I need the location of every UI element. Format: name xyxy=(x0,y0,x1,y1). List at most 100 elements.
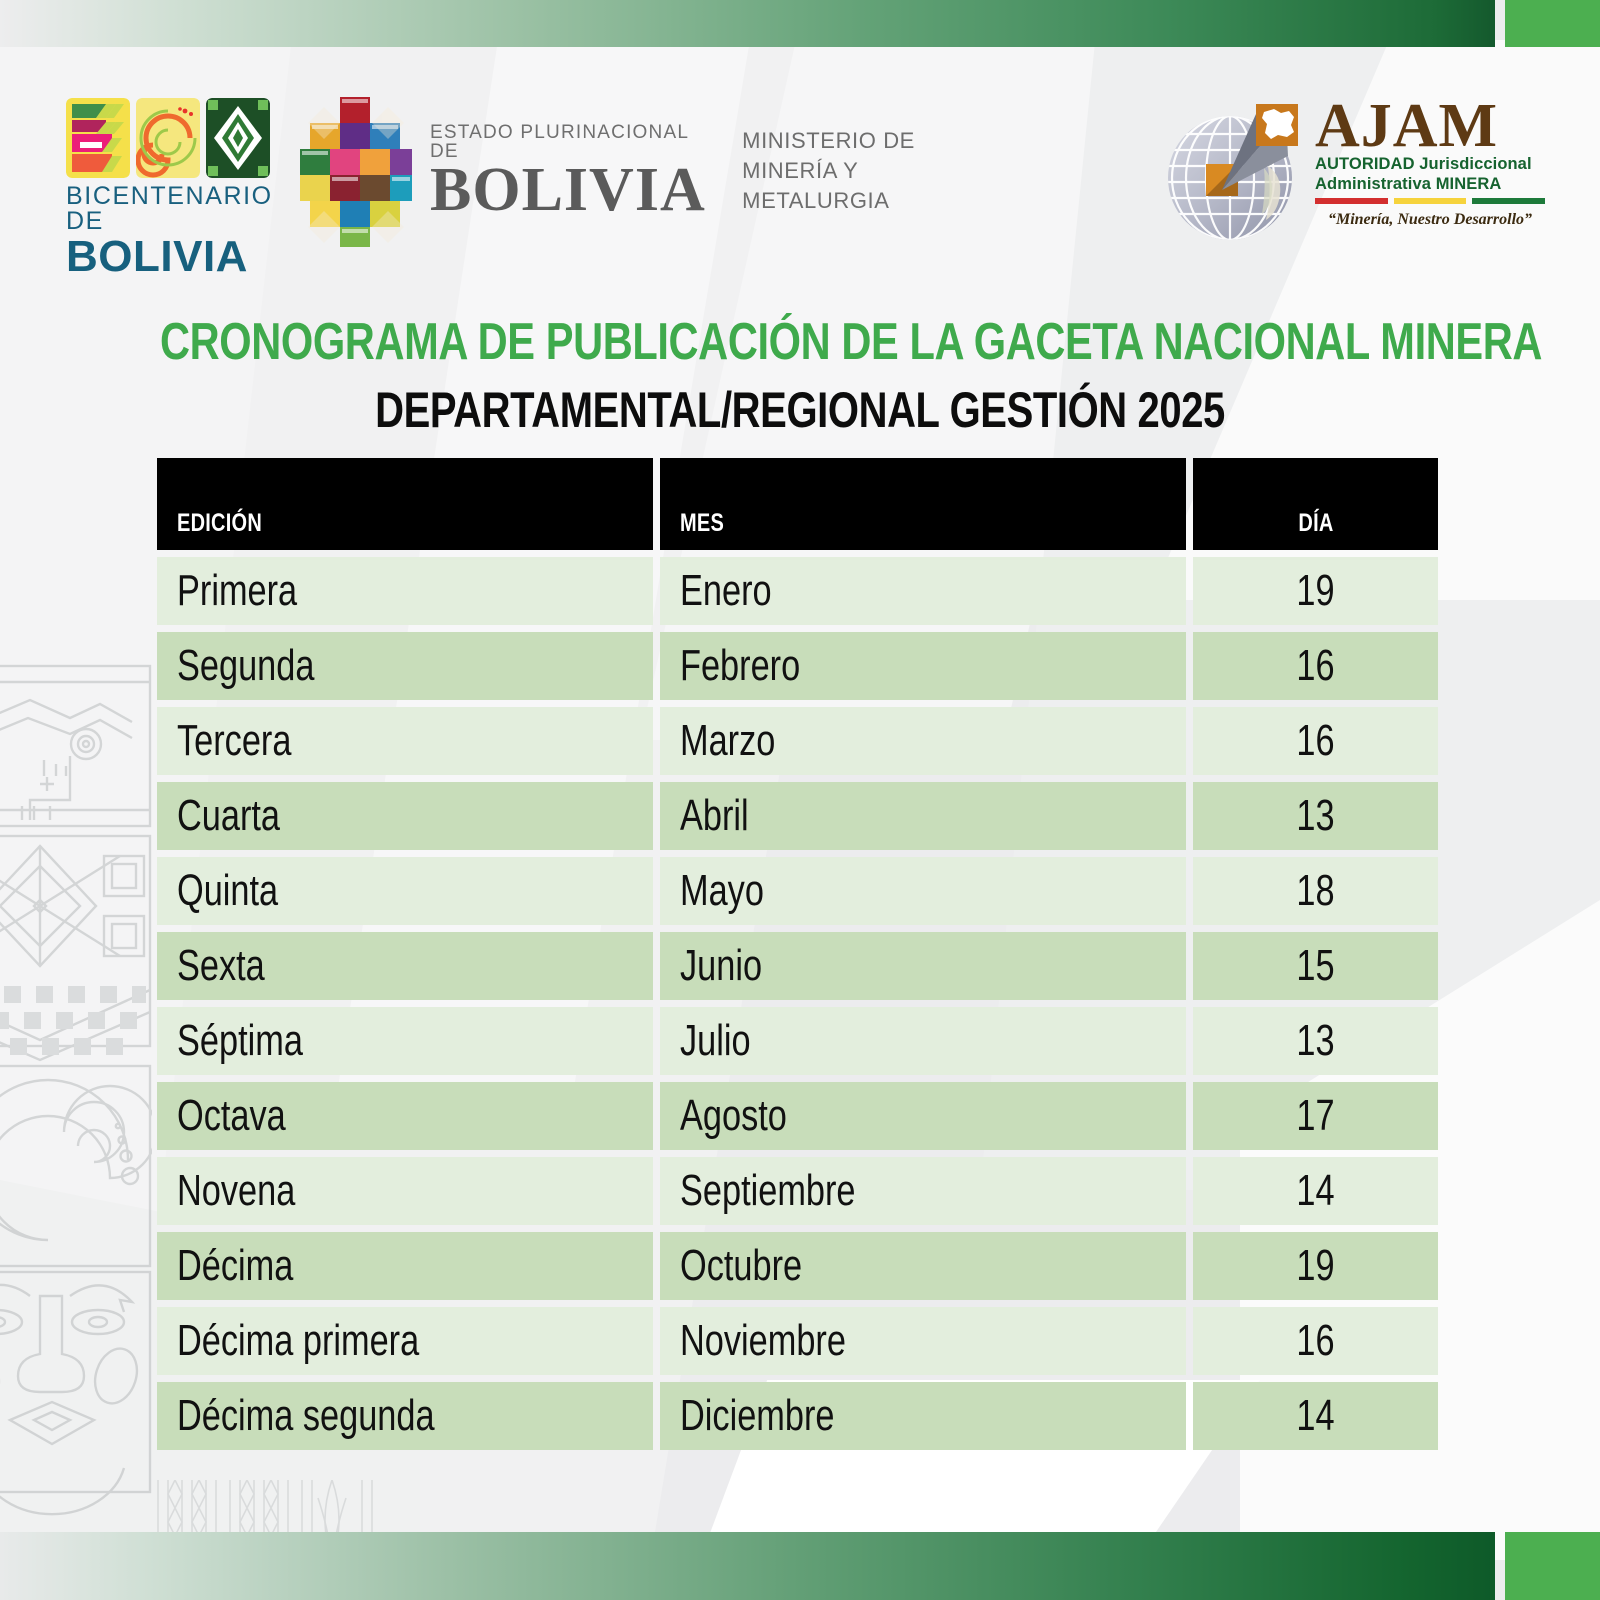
cell-dia-text: 16 xyxy=(1296,1316,1335,1365)
cell-dia-text: 16 xyxy=(1296,641,1335,690)
bottom-green-band xyxy=(0,1532,1495,1600)
cell-mes-text: Noviembre xyxy=(680,1316,847,1365)
table-row: Décima segunda Diciembre 14 xyxy=(157,1382,1438,1450)
flag-bar-yellow xyxy=(1393,197,1467,204)
cell-dia: 19 xyxy=(1192,557,1438,625)
cell-mes: Mayo xyxy=(660,857,1186,925)
cell-dia: 16 xyxy=(1192,1307,1438,1375)
bicentenario-logo: BICENTENARIO DE BOLIVIA xyxy=(66,98,276,279)
cell-edicion-text: Sexta xyxy=(177,941,265,990)
cell-dia: 19 xyxy=(1192,1232,1438,1300)
cell-dia: 15 xyxy=(1192,932,1438,1000)
cell-mes: Enero xyxy=(660,557,1186,625)
table-row: Segunda Febrero 16 xyxy=(157,632,1438,700)
cell-edicion: Primera xyxy=(157,557,654,625)
cell-mes-text: Junio xyxy=(680,941,763,990)
cell-edicion-text: Décima segunda xyxy=(177,1391,435,1440)
cell-mes-text: Diciembre xyxy=(680,1391,835,1440)
cell-mes: Octubre xyxy=(660,1232,1186,1300)
tile-200-zero-b xyxy=(206,98,270,178)
table-body: Primera Enero 19 Segunda Febrero 16 Tercera Mar… xyxy=(157,557,1438,1450)
cell-edicion: Tercera xyxy=(157,707,654,775)
table-row: Quinta Mayo 18 xyxy=(157,857,1438,925)
table-row: Primera Enero 19 xyxy=(157,557,1438,625)
flag-bar-green xyxy=(1472,197,1546,204)
cell-dia: 16 xyxy=(1192,707,1438,775)
tile-200-two xyxy=(66,98,130,178)
schedule-table: EDICIÓN MES DÍA Primera Enero 19 Segunda Feb… xyxy=(157,458,1438,1457)
table-row: Décima Octubre 19 xyxy=(157,1232,1438,1300)
cell-mes-text: Agosto xyxy=(680,1091,788,1140)
top-green-band xyxy=(0,0,1495,47)
cell-edicion: Décima xyxy=(157,1232,654,1300)
cell-edicion-text: Segunda xyxy=(177,641,315,690)
table-row: Séptima Julio 13 xyxy=(157,1007,1438,1075)
ajam-line2: Administrativa MINERA xyxy=(1315,174,1502,193)
cell-dia: 18 xyxy=(1192,857,1438,925)
table-row: Cuarta Abril 13 xyxy=(157,782,1438,850)
ajam-logo: AJAM AUTORIDAD Jurisdiccional Administra… xyxy=(1150,84,1550,264)
column-header-edicion: EDICIÓN xyxy=(157,458,654,550)
column-header-mes: MES xyxy=(660,458,1186,550)
cell-edicion: Segunda xyxy=(157,632,654,700)
cell-mes: Febrero xyxy=(660,632,1186,700)
table-row: Sexta Junio 15 xyxy=(157,932,1438,1000)
cell-mes-text: Septiembre xyxy=(680,1166,856,1215)
estado-text: ESTADO PLURINACIONAL DE BOLIVIA xyxy=(430,121,706,224)
cell-dia-text: 15 xyxy=(1296,941,1335,990)
cell-dia: 13 xyxy=(1192,782,1438,850)
cell-mes-text: Marzo xyxy=(680,716,776,765)
cell-dia-text: 16 xyxy=(1296,716,1335,765)
estado-line2: BOLIVIA xyxy=(430,155,706,224)
ministerio-line2: MINERÍA Y METALURGIA xyxy=(742,158,890,213)
globe-icon xyxy=(1160,98,1312,250)
cell-edicion-text: Octava xyxy=(177,1091,286,1140)
ministerio-text: MINISTERIO DE MINERÍA Y METALURGIA xyxy=(742,126,996,215)
cell-mes-text: Octubre xyxy=(680,1241,803,1290)
cell-dia-text: 18 xyxy=(1296,866,1335,915)
ajam-flag-bars xyxy=(1315,197,1546,204)
cell-dia: 17 xyxy=(1192,1082,1438,1150)
ajam-text-block: AJAM AUTORIDAD Jurisdiccional Administra… xyxy=(1315,92,1546,229)
cell-edicion-text: Novena xyxy=(177,1166,296,1215)
cell-mes: Septiembre xyxy=(660,1157,1186,1225)
bicentenario-tiles xyxy=(66,98,276,178)
estado-line1: ESTADO PLURINACIONAL DE xyxy=(430,121,689,162)
cell-mes: Agosto xyxy=(660,1082,1186,1150)
estado-plurinacional-logo: ESTADO PLURINACIONAL DE BOLIVIA MINISTER… xyxy=(296,86,996,256)
logo-row: BICENTENARIO DE BOLIVIA xyxy=(0,78,1600,279)
cell-dia-text: 19 xyxy=(1296,566,1335,615)
ministerio-line1: MINISTERIO DE xyxy=(742,128,915,154)
cell-mes: Julio xyxy=(660,1007,1186,1075)
flag-bar-red xyxy=(1315,197,1388,204)
cell-edicion: Octava xyxy=(157,1082,654,1150)
cell-mes-text: Mayo xyxy=(680,866,765,915)
page-title: CRONOGRAMA DE PUBLICACIÓN DE LA GACETA N… xyxy=(160,313,1542,371)
cell-mes: Marzo xyxy=(660,707,1186,775)
cell-mes: Noviembre xyxy=(660,1307,1186,1375)
cell-edicion-text: Décima xyxy=(177,1241,294,1290)
column-header-dia-label: DÍA xyxy=(1297,509,1334,537)
column-header-mes-label: MES xyxy=(680,509,725,537)
bicentenario-line1: BICENTENARIO DE xyxy=(66,182,273,235)
cell-dia-text: 13 xyxy=(1296,1016,1335,1065)
cell-mes: Diciembre xyxy=(660,1382,1186,1450)
cell-edicion-text: Primera xyxy=(177,566,298,615)
andean-motif-column xyxy=(0,660,158,1560)
cell-dia-text: 14 xyxy=(1296,1166,1335,1215)
cell-mes-text: Enero xyxy=(680,566,773,615)
bottom-accent-block xyxy=(1505,1532,1600,1600)
cell-mes-text: Febrero xyxy=(680,641,801,690)
cell-edicion: Séptima xyxy=(157,1007,654,1075)
cell-dia-text: 14 xyxy=(1296,1391,1335,1440)
cell-dia: 14 xyxy=(1192,1382,1438,1450)
column-header-dia: DÍA xyxy=(1192,458,1438,550)
ajam-acronym: AJAM xyxy=(1315,92,1499,160)
table-row: Novena Septiembre 14 xyxy=(157,1157,1438,1225)
top-accent-block xyxy=(1505,0,1600,47)
ajam-slogan: “Minería, Nuestro Desarrollo” xyxy=(1327,210,1533,228)
cell-edicion: Novena xyxy=(157,1157,654,1225)
bicentenario-label: BICENTENARIO DE BOLIVIA xyxy=(66,184,276,279)
cell-dia-text: 17 xyxy=(1296,1091,1335,1140)
bicentenario-line2: BOLIVIA xyxy=(66,232,248,281)
